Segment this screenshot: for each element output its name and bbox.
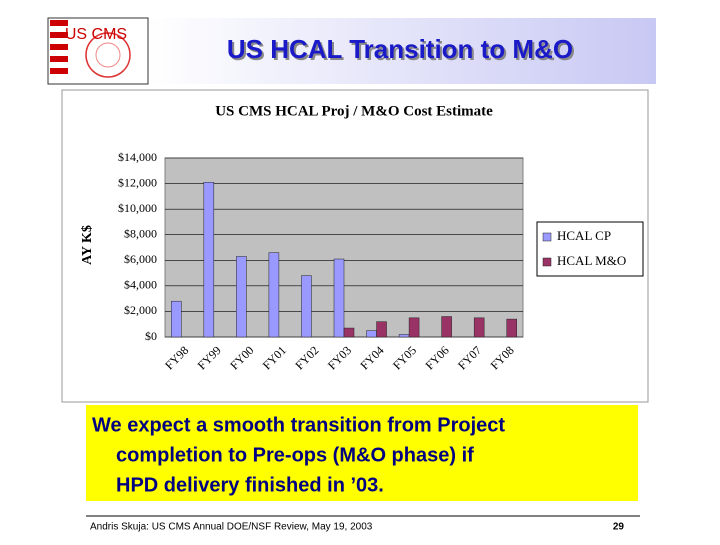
bar xyxy=(343,327,355,338)
title-bar xyxy=(148,18,656,84)
y-tick-label: $10,000 xyxy=(118,201,157,215)
chart-title: US CMS HCAL Proj / M&O Cost Estimate xyxy=(215,103,493,119)
legend-label: HCAL M&O xyxy=(557,253,626,268)
legend-box xyxy=(536,221,644,277)
bar xyxy=(268,252,280,338)
bar xyxy=(366,330,377,338)
bar xyxy=(408,317,420,338)
bar xyxy=(473,317,485,338)
slide-title: US HCAL Transition to M&O xyxy=(227,34,573,64)
logo: US CMS xyxy=(47,17,149,85)
y-tick-label: $2,000 xyxy=(124,303,157,317)
y-tick-label: $12,000 xyxy=(118,175,157,189)
title-shadow: US HCAL Transition to M&O xyxy=(229,36,575,66)
page-number: 29 xyxy=(613,522,625,533)
callout-line: We expect a smooth transition from Proje… xyxy=(92,414,505,436)
y-axis-label: AY K$ xyxy=(80,225,95,265)
y-tick-label: $0 xyxy=(145,329,157,343)
bar xyxy=(376,321,387,338)
y-tick-label: $6,000 xyxy=(124,252,157,266)
footer-text: Andris Skuja: US CMS Annual DOE/NSF Revi… xyxy=(90,522,373,533)
bar xyxy=(441,316,452,338)
legend-swatch xyxy=(542,257,552,267)
bar xyxy=(203,182,215,338)
bar xyxy=(506,318,517,338)
callout-box xyxy=(86,405,638,501)
callout-line: completion to Pre-ops (M&O phase) if xyxy=(116,444,474,466)
bar xyxy=(171,300,182,338)
callout-line: HPD delivery finished in ’03. xyxy=(116,474,384,496)
y-tick-label: $14,000 xyxy=(118,150,157,164)
logo-text: US CMS xyxy=(65,26,127,43)
y-tick-label: $4,000 xyxy=(124,278,157,292)
bar xyxy=(398,334,410,338)
bar xyxy=(301,275,312,338)
legend-label: HCAL CP xyxy=(557,228,611,243)
bar xyxy=(236,256,247,338)
y-tick-label: $8,000 xyxy=(124,226,157,240)
legend-swatch xyxy=(542,232,552,242)
bar xyxy=(333,258,345,338)
